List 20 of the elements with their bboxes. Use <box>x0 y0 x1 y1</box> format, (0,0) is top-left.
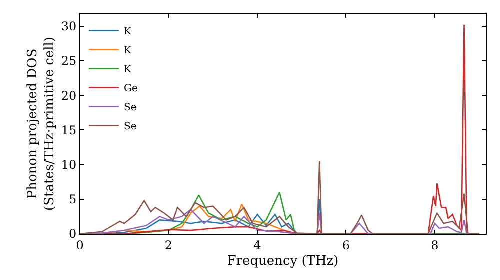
legend-label: K <box>124 46 132 57</box>
y-tick-label: 25 <box>61 54 77 68</box>
legend-label: Se <box>124 102 137 114</box>
y-tick-label: 20 <box>61 88 77 103</box>
legend-label: K <box>124 64 132 76</box>
x-tick-label: 6 <box>342 238 350 252</box>
x-axis-title: Frequency (THz) <box>227 254 339 269</box>
y-tick-label: 5 <box>68 192 77 207</box>
y-tick-label: 15 <box>61 123 77 138</box>
x-tick-label: 8 <box>431 238 439 252</box>
y-tick-label: 10 <box>61 158 77 172</box>
x-tick-label: 4 <box>254 238 262 252</box>
x-tick-label: 2 <box>164 238 173 252</box>
y-tick-label: 30 <box>61 20 77 34</box>
legend-label: Se <box>124 122 137 133</box>
y-axis-title: Phonon projected DOS (States/THz·primitive cell) <box>25 36 58 212</box>
legend-label: K <box>124 26 132 38</box>
y-tick-label: 0 <box>68 227 77 242</box>
legend-label: Ge <box>124 84 138 95</box>
line-series <box>80 160 480 234</box>
